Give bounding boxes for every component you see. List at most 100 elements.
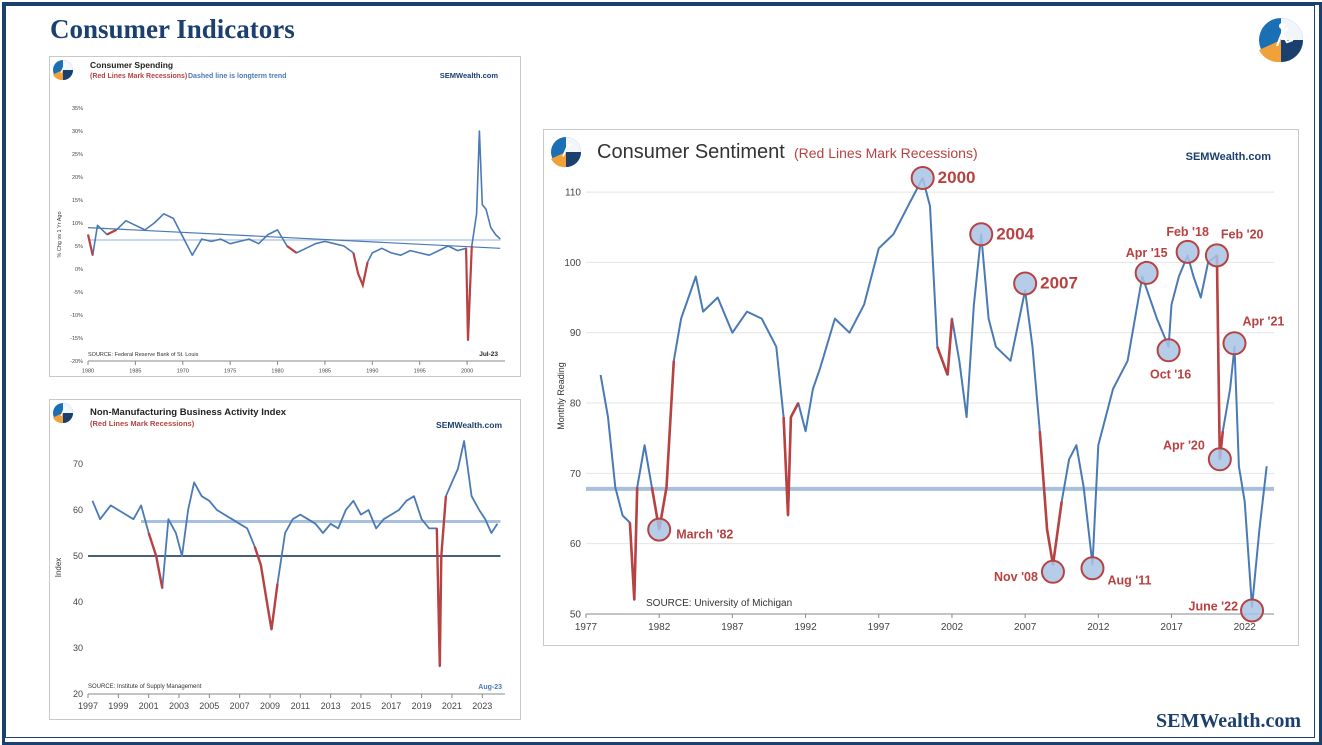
sentiment-x-tick-label: 1982 bbox=[648, 622, 671, 633]
sentiment-annotation-label: 2004 bbox=[996, 224, 1034, 243]
spending-y-tick-label: -15% bbox=[70, 336, 83, 342]
services-source: SOURCE: Institute of Supply Management bbox=[88, 684, 202, 690]
sentiment-highlight-circle bbox=[1207, 447, 1232, 472]
sentiment-y-label: Monthly Reading bbox=[556, 362, 566, 430]
services-subtitle-red: (Red Lines Mark Recessions) bbox=[90, 419, 195, 428]
sentiment-y-tick-label: 70 bbox=[570, 469, 582, 480]
sentiment-subtitle-red: (Red Lines Mark Recessions) bbox=[794, 145, 978, 161]
sentiment-recession-segment bbox=[1215, 255, 1225, 460]
sentiment-x-tick-label: 1987 bbox=[721, 622, 744, 633]
services-x-tick-label: 2019 bbox=[412, 701, 432, 711]
services-y-label: Index bbox=[54, 558, 63, 578]
spending-y-tick-label: -20% bbox=[70, 359, 83, 365]
services-y-tick-label: 70 bbox=[73, 459, 83, 469]
services-chart: Non-Manufacturing Business Activity Inde… bbox=[53, 403, 505, 711]
sentiment-x-tick-label: 2002 bbox=[941, 622, 964, 633]
services-title: Non-Manufacturing Business Activity Inde… bbox=[90, 407, 287, 418]
sentiment-y-tick-label: 110 bbox=[565, 188, 581, 199]
spending-panel: Consumer Spending (Red Lines Mark Recessi… bbox=[49, 56, 521, 377]
services-x-tick-label: 2021 bbox=[442, 701, 462, 711]
sentiment-annotation-label: Apr '20 bbox=[1163, 438, 1205, 452]
sentiment-highlight-circle bbox=[1175, 239, 1200, 264]
spending-x-tick-label: 1990 bbox=[366, 369, 378, 375]
sentiment-highlight-circle bbox=[1204, 243, 1229, 268]
sentiment-x-tick-label: 1977 bbox=[575, 622, 598, 633]
sentiment-x-tick-label: 1997 bbox=[868, 622, 891, 633]
spending-title: Consumer Spending bbox=[90, 60, 173, 70]
services-recession-segment bbox=[253, 546, 279, 630]
services-x-tick-label: 2017 bbox=[381, 701, 401, 711]
spending-x-tick-label: 1985 bbox=[129, 369, 141, 375]
services-panel: Non-Manufacturing Business Activity Inde… bbox=[49, 399, 521, 720]
spending-chart: Consumer Spending (Red Lines Mark Recessi… bbox=[53, 60, 505, 375]
services-y-tick-label: 20 bbox=[73, 689, 83, 699]
spending-y-tick-label: 10% bbox=[72, 221, 83, 227]
sentiment-highlight-circle bbox=[910, 166, 935, 190]
spending-y-tick-label: 30% bbox=[72, 129, 83, 135]
spending-latest-label: Jul-23 bbox=[479, 351, 498, 358]
spending-y-tick-label: 25% bbox=[72, 152, 83, 158]
footer-brand: SEMWealth.com bbox=[1156, 710, 1301, 732]
spending-y-tick-label: 35% bbox=[72, 106, 83, 112]
spending-recession-segment bbox=[352, 252, 369, 289]
spending-subtitle-blue: Dashed line is longterm trend bbox=[188, 73, 286, 80]
spending-x-tick-label: 1970 bbox=[177, 369, 189, 375]
sentiment-y-tick-label: 50 bbox=[570, 610, 582, 621]
sentiment-logo-icon bbox=[551, 137, 581, 168]
services-y-tick-label: 50 bbox=[73, 551, 83, 561]
sentiment-annotation-label: Nov '08 bbox=[994, 570, 1038, 584]
services-y-tick-label: 40 bbox=[73, 597, 83, 607]
services-brand: SEMWealth.com bbox=[436, 420, 502, 430]
sentiment-y-tick-label: 100 bbox=[564, 258, 581, 269]
spending-x-tick-label: 1975 bbox=[224, 369, 236, 375]
sentiment-recession-segment bbox=[936, 318, 954, 376]
services-x-tick-label: 2023 bbox=[472, 701, 492, 711]
services-x-tick-label: 2013 bbox=[321, 701, 341, 711]
spending-y-tick-label: -10% bbox=[70, 313, 83, 319]
services-x-tick-label: 2003 bbox=[169, 701, 189, 711]
services-x-tick-label: 2007 bbox=[230, 701, 250, 711]
spending-source: SOURCE: Federal Reserve Bank of St. Loui… bbox=[88, 352, 199, 358]
services-recession-segment bbox=[147, 532, 164, 589]
sentiment-recession-segment bbox=[782, 402, 800, 516]
services-logo-icon bbox=[53, 403, 73, 424]
spending-subtitle-red: (Red Lines Mark Recessions) bbox=[90, 73, 187, 80]
spending-series-line bbox=[87, 130, 501, 342]
spending-recession-segment bbox=[465, 245, 473, 341]
sentiment-annotation-label: Feb '18 bbox=[1166, 225, 1209, 239]
spending-x-tick-label: 1980 bbox=[82, 369, 94, 375]
services-y-tick-label: 30 bbox=[73, 643, 83, 653]
sentiment-x-tick-label: 2007 bbox=[1014, 622, 1037, 633]
spending-trend-line bbox=[87, 227, 501, 249]
sentiment-annotation-label: Apr '21 bbox=[1242, 314, 1284, 328]
sentiment-highlight-circle bbox=[647, 517, 672, 542]
services-recession-segment bbox=[435, 496, 448, 667]
sentiment-highlight-circle bbox=[1134, 260, 1159, 285]
sentiment-y-tick-label: 90 bbox=[570, 328, 582, 339]
sentiment-highlight-circle bbox=[1156, 338, 1181, 363]
spending-x-tick-label: 2000 bbox=[461, 369, 473, 375]
sentiment-x-tick-label: 2022 bbox=[1234, 622, 1257, 633]
sentiment-source: SOURCE: University of Michigan bbox=[646, 598, 792, 609]
sentiment-x-tick-label: 1992 bbox=[794, 622, 817, 633]
spending-recession-segment bbox=[106, 228, 117, 236]
sentiment-recession-segment bbox=[650, 360, 676, 530]
inner-frame bbox=[5, 5, 1315, 738]
services-x-tick-label: 2005 bbox=[199, 701, 219, 711]
sentiment-highlight-circle bbox=[1240, 598, 1265, 623]
services-x-tick-label: 2009 bbox=[260, 701, 280, 711]
sentiment-chart: Consumer Sentiment (Red Lines Mark Recess… bbox=[551, 137, 1284, 633]
sentiment-x-tick-label: 2012 bbox=[1087, 622, 1110, 633]
spending-y-label: % Chg vs 1 Yr Ago bbox=[57, 211, 63, 257]
spending-y-tick-label: 15% bbox=[72, 198, 83, 204]
sem-figure-logo-icon bbox=[1259, 18, 1303, 63]
sentiment-annotation-label: Oct '16 bbox=[1150, 367, 1191, 381]
sentiment-panel: Consumer Sentiment (Red Lines Mark Recess… bbox=[543, 129, 1299, 646]
sentiment-annotation-label: 2007 bbox=[1040, 273, 1078, 292]
spending-y-tick-label: -5% bbox=[73, 290, 83, 296]
page-title: Consumer Indicators bbox=[50, 14, 295, 44]
sentiment-annotation-label: Feb '20 bbox=[1221, 227, 1264, 241]
spending-x-tick-label: 1995 bbox=[414, 369, 426, 375]
sentiment-y-tick-label: 80 bbox=[570, 399, 582, 410]
